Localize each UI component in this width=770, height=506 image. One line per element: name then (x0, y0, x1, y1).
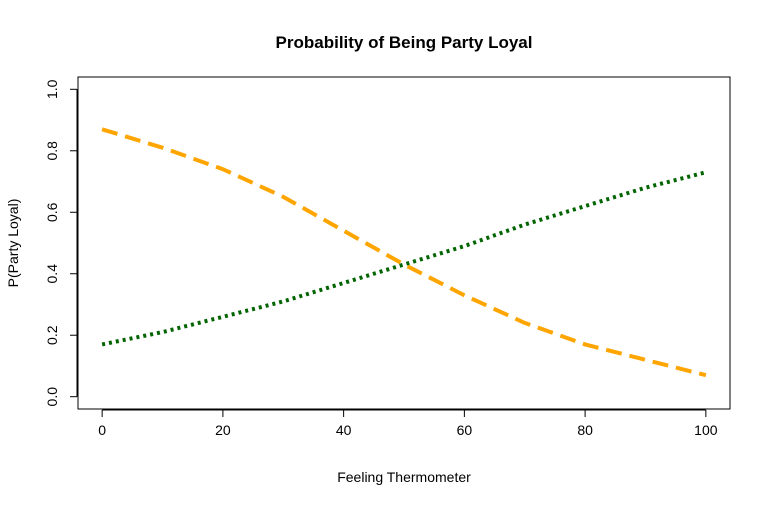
series-line-1 (101, 127, 707, 378)
x-tick-label: 80 (577, 422, 593, 438)
series-line-2 (101, 170, 707, 347)
y-axis-label: P(Party Loyal) (5, 199, 21, 288)
chart-title: Probability of Being Party Loyal (276, 33, 533, 52)
x-tick-label: 40 (336, 422, 352, 438)
y-tick-label: 0.8 (44, 141, 60, 161)
x-tick-label: 60 (457, 422, 473, 438)
series-layer (101, 127, 707, 378)
x-axis: 0 20 40 60 80 100 (98, 409, 718, 438)
y-tick-label: 0.4 (44, 264, 60, 284)
y-tick-label: 0.0 (44, 387, 60, 407)
y-tick-label: 1.0 (44, 79, 60, 99)
x-tick-label: 0 (98, 422, 106, 438)
y-tick-label: 0.6 (44, 202, 60, 222)
y-tick-label: 0.2 (44, 325, 60, 345)
y-axis: 0.0 0.2 0.4 0.6 0.8 1.0 (44, 79, 78, 407)
plot-frame (77, 76, 731, 410)
x-tick-label: 100 (694, 422, 718, 438)
x-axis-label: Feeling Thermometer (337, 469, 471, 485)
x-tick-label: 20 (215, 422, 231, 438)
